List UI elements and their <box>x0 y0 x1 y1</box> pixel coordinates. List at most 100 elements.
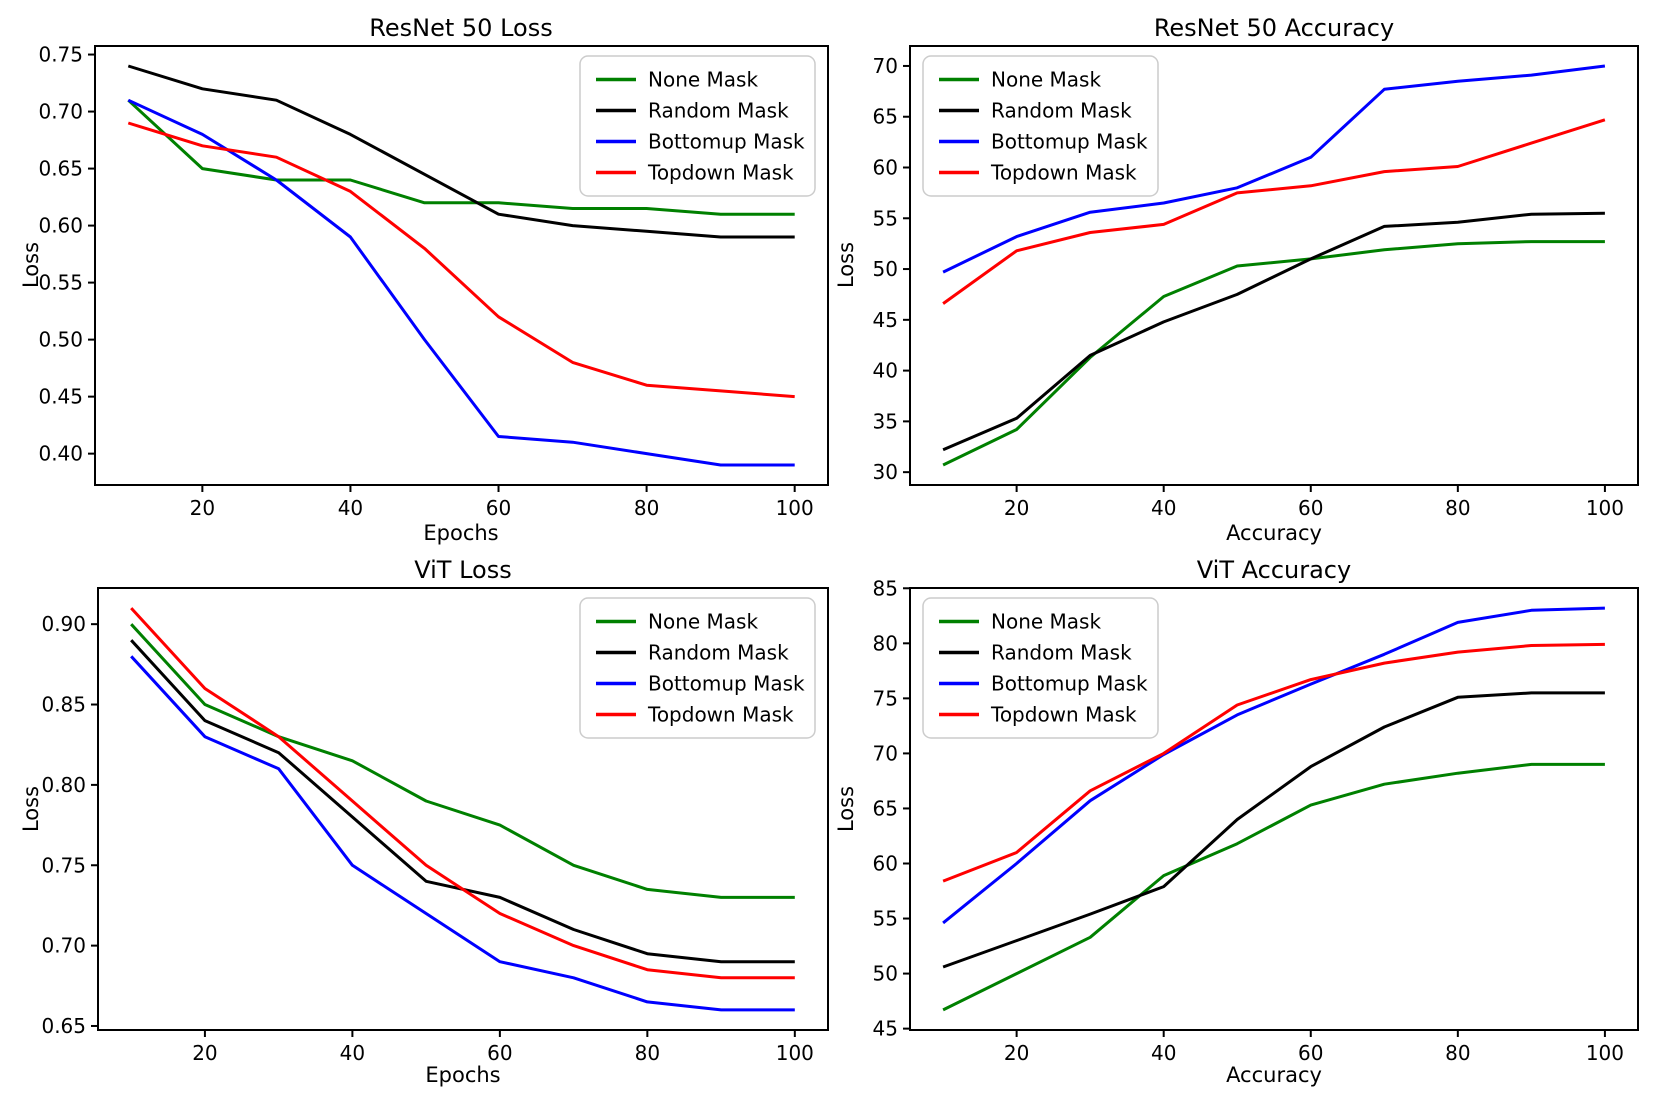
legend: None Mask Random Mask Bottomup Mask Topdown… <box>922 597 1159 739</box>
x-tick-label: 20 <box>190 496 215 520</box>
chart-vit-loss: ViT Loss Epochs Loss 20 40 60 80 100 0.65 0.70… <box>19 556 829 1087</box>
y-tick-label: 70 <box>873 54 898 78</box>
y-tick-label: 0.55 <box>38 271 83 295</box>
y-tick-label: 40 <box>873 359 898 383</box>
y-tick-label: 80 <box>873 631 898 655</box>
x-tick-label: 100 <box>776 1041 814 1065</box>
chart-resnet50-loss: ResNet 50 Loss Epochs Loss 20 40 60 80 100 0.… <box>19 14 829 545</box>
legend-label: Bottomup Mask <box>991 672 1148 696</box>
legend-label: Topdown Mask <box>990 703 1137 727</box>
chart-title: ResNet 50 Accuracy <box>1154 14 1394 42</box>
legend: None Mask Random Mask Bottomup Mask Topdown… <box>922 55 1159 197</box>
series-line-topdown-mask <box>942 118 1606 305</box>
y-tick-label: 45 <box>873 308 898 332</box>
y-tick-label: 0.70 <box>38 100 83 124</box>
plot-area: 20 40 60 80 100 30 35 40 45 50 55 60 65 70 None Mask Ra… <box>873 45 1639 520</box>
legend-label: None Mask <box>991 610 1101 634</box>
plot-border <box>909 587 1639 1031</box>
y-tick-label: 0.65 <box>41 1014 86 1038</box>
y-tick-label: 60 <box>873 851 898 875</box>
x-tick-label: 40 <box>1151 496 1176 520</box>
legend-label: Random Mask <box>991 99 1132 123</box>
chart-vit-accuracy: ViT Accuracy Accuracy Loss 20 40 60 80 100 45… <box>834 556 1639 1087</box>
x-axis-label: Accuracy <box>1226 521 1322 545</box>
legend-label: Topdown Mask <box>647 161 794 185</box>
series-line-random-mask <box>942 691 1605 969</box>
series-line-none-mask <box>127 99 795 216</box>
x-tick-label: 80 <box>1445 1041 1470 1065</box>
series-line-bottomup-mask <box>942 606 1605 925</box>
legend-label: Topdown Mask <box>990 161 1137 185</box>
series-line-bottomup-mask <box>130 655 795 1012</box>
legend-label: Bottomup Mask <box>991 130 1148 154</box>
series-line-topdown-mask <box>942 642 1605 883</box>
series-line-bottomup-mask <box>942 64 1606 274</box>
legend-label: Random Mask <box>991 641 1132 665</box>
series-line-topdown-mask <box>127 121 795 399</box>
y-tick-label: 60 <box>873 156 898 180</box>
plot-border <box>94 45 829 486</box>
y-tick-label: 0.80 <box>41 773 86 797</box>
y-axis-label: Loss <box>19 242 43 288</box>
y-tick-label: 45 <box>873 1017 898 1041</box>
legend: None Mask Random Mask Bottomup Mask Topdown… <box>579 55 816 197</box>
plot-area: 20 40 60 80 100 0.65 0.70 0.75 0.80 0.85 0.90 None … <box>41 587 829 1065</box>
x-tick-label: 80 <box>634 496 659 520</box>
y-tick-label: 30 <box>873 460 898 484</box>
legend-label: Random Mask <box>648 99 789 123</box>
y-axis-label: Loss <box>834 242 858 288</box>
legend-label: None Mask <box>991 68 1101 92</box>
series-line-none-mask <box>130 623 795 899</box>
x-tick-label: 40 <box>338 496 363 520</box>
legend-box <box>579 55 816 197</box>
x-tick-label: 60 <box>1298 1041 1323 1065</box>
y-tick-label: 35 <box>873 409 898 433</box>
y-tick-label: 0.65 <box>38 157 83 181</box>
series-line-topdown-mask <box>130 607 795 980</box>
x-axis-label: Accuracy <box>1226 1063 1322 1087</box>
x-tick-label: 80 <box>635 1041 660 1065</box>
series-line-none-mask <box>942 240 1605 467</box>
legend-label: None Mask <box>648 610 758 634</box>
y-axis-label: Loss <box>19 786 43 832</box>
y-tick-label: 0.75 <box>38 43 83 67</box>
y-tick-label: 55 <box>873 206 898 230</box>
y-tick-label: 50 <box>873 257 898 281</box>
y-tick-label: 0.85 <box>41 693 86 717</box>
x-axis-label: Epochs <box>423 521 498 545</box>
y-tick-label: 0.45 <box>38 385 83 409</box>
y-tick-label: 75 <box>873 686 898 710</box>
x-tick-label: 80 <box>1445 496 1470 520</box>
y-tick-label: 55 <box>873 907 898 931</box>
y-tick-label: 85 <box>873 576 898 600</box>
legend-box <box>579 597 816 739</box>
chart-title: ViT Loss <box>414 556 512 584</box>
x-tick-label: 40 <box>1151 1041 1176 1065</box>
chart-resnet50-accuracy: ResNet 50 Accuracy Accuracy Loss 20 40 60 8… <box>834 14 1639 545</box>
series-line-none-mask <box>942 762 1605 1012</box>
y-tick-label: 0.40 <box>38 442 83 466</box>
y-tick-label: 65 <box>873 105 898 129</box>
plot-area: 20 40 60 80 100 45 50 55 60 65 70 75 80 85 None Mask Ra… <box>873 576 1639 1065</box>
x-tick-label: 60 <box>487 1041 512 1065</box>
series-line-random-mask <box>942 211 1605 452</box>
x-tick-label: 60 <box>486 496 511 520</box>
legend-label: Bottomup Mask <box>648 672 805 696</box>
series-line-bottomup-mask <box>127 98 795 467</box>
y-tick-label: 0.60 <box>38 214 83 238</box>
legend-box <box>922 55 1159 197</box>
chart-title: ResNet 50 Loss <box>369 14 552 42</box>
legend-label: Bottomup Mask <box>648 130 805 154</box>
plot-border <box>909 45 1639 486</box>
legend-label: None Mask <box>648 68 758 92</box>
y-tick-label: 70 <box>873 741 898 765</box>
x-tick-label: 100 <box>776 496 814 520</box>
chart-title: ViT Accuracy <box>1197 556 1351 584</box>
legend-label: Random Mask <box>648 641 789 665</box>
series-line-random-mask <box>127 64 795 239</box>
plot-border <box>97 587 829 1031</box>
x-tick-label: 40 <box>340 1041 365 1065</box>
x-tick-label: 20 <box>1004 1041 1029 1065</box>
